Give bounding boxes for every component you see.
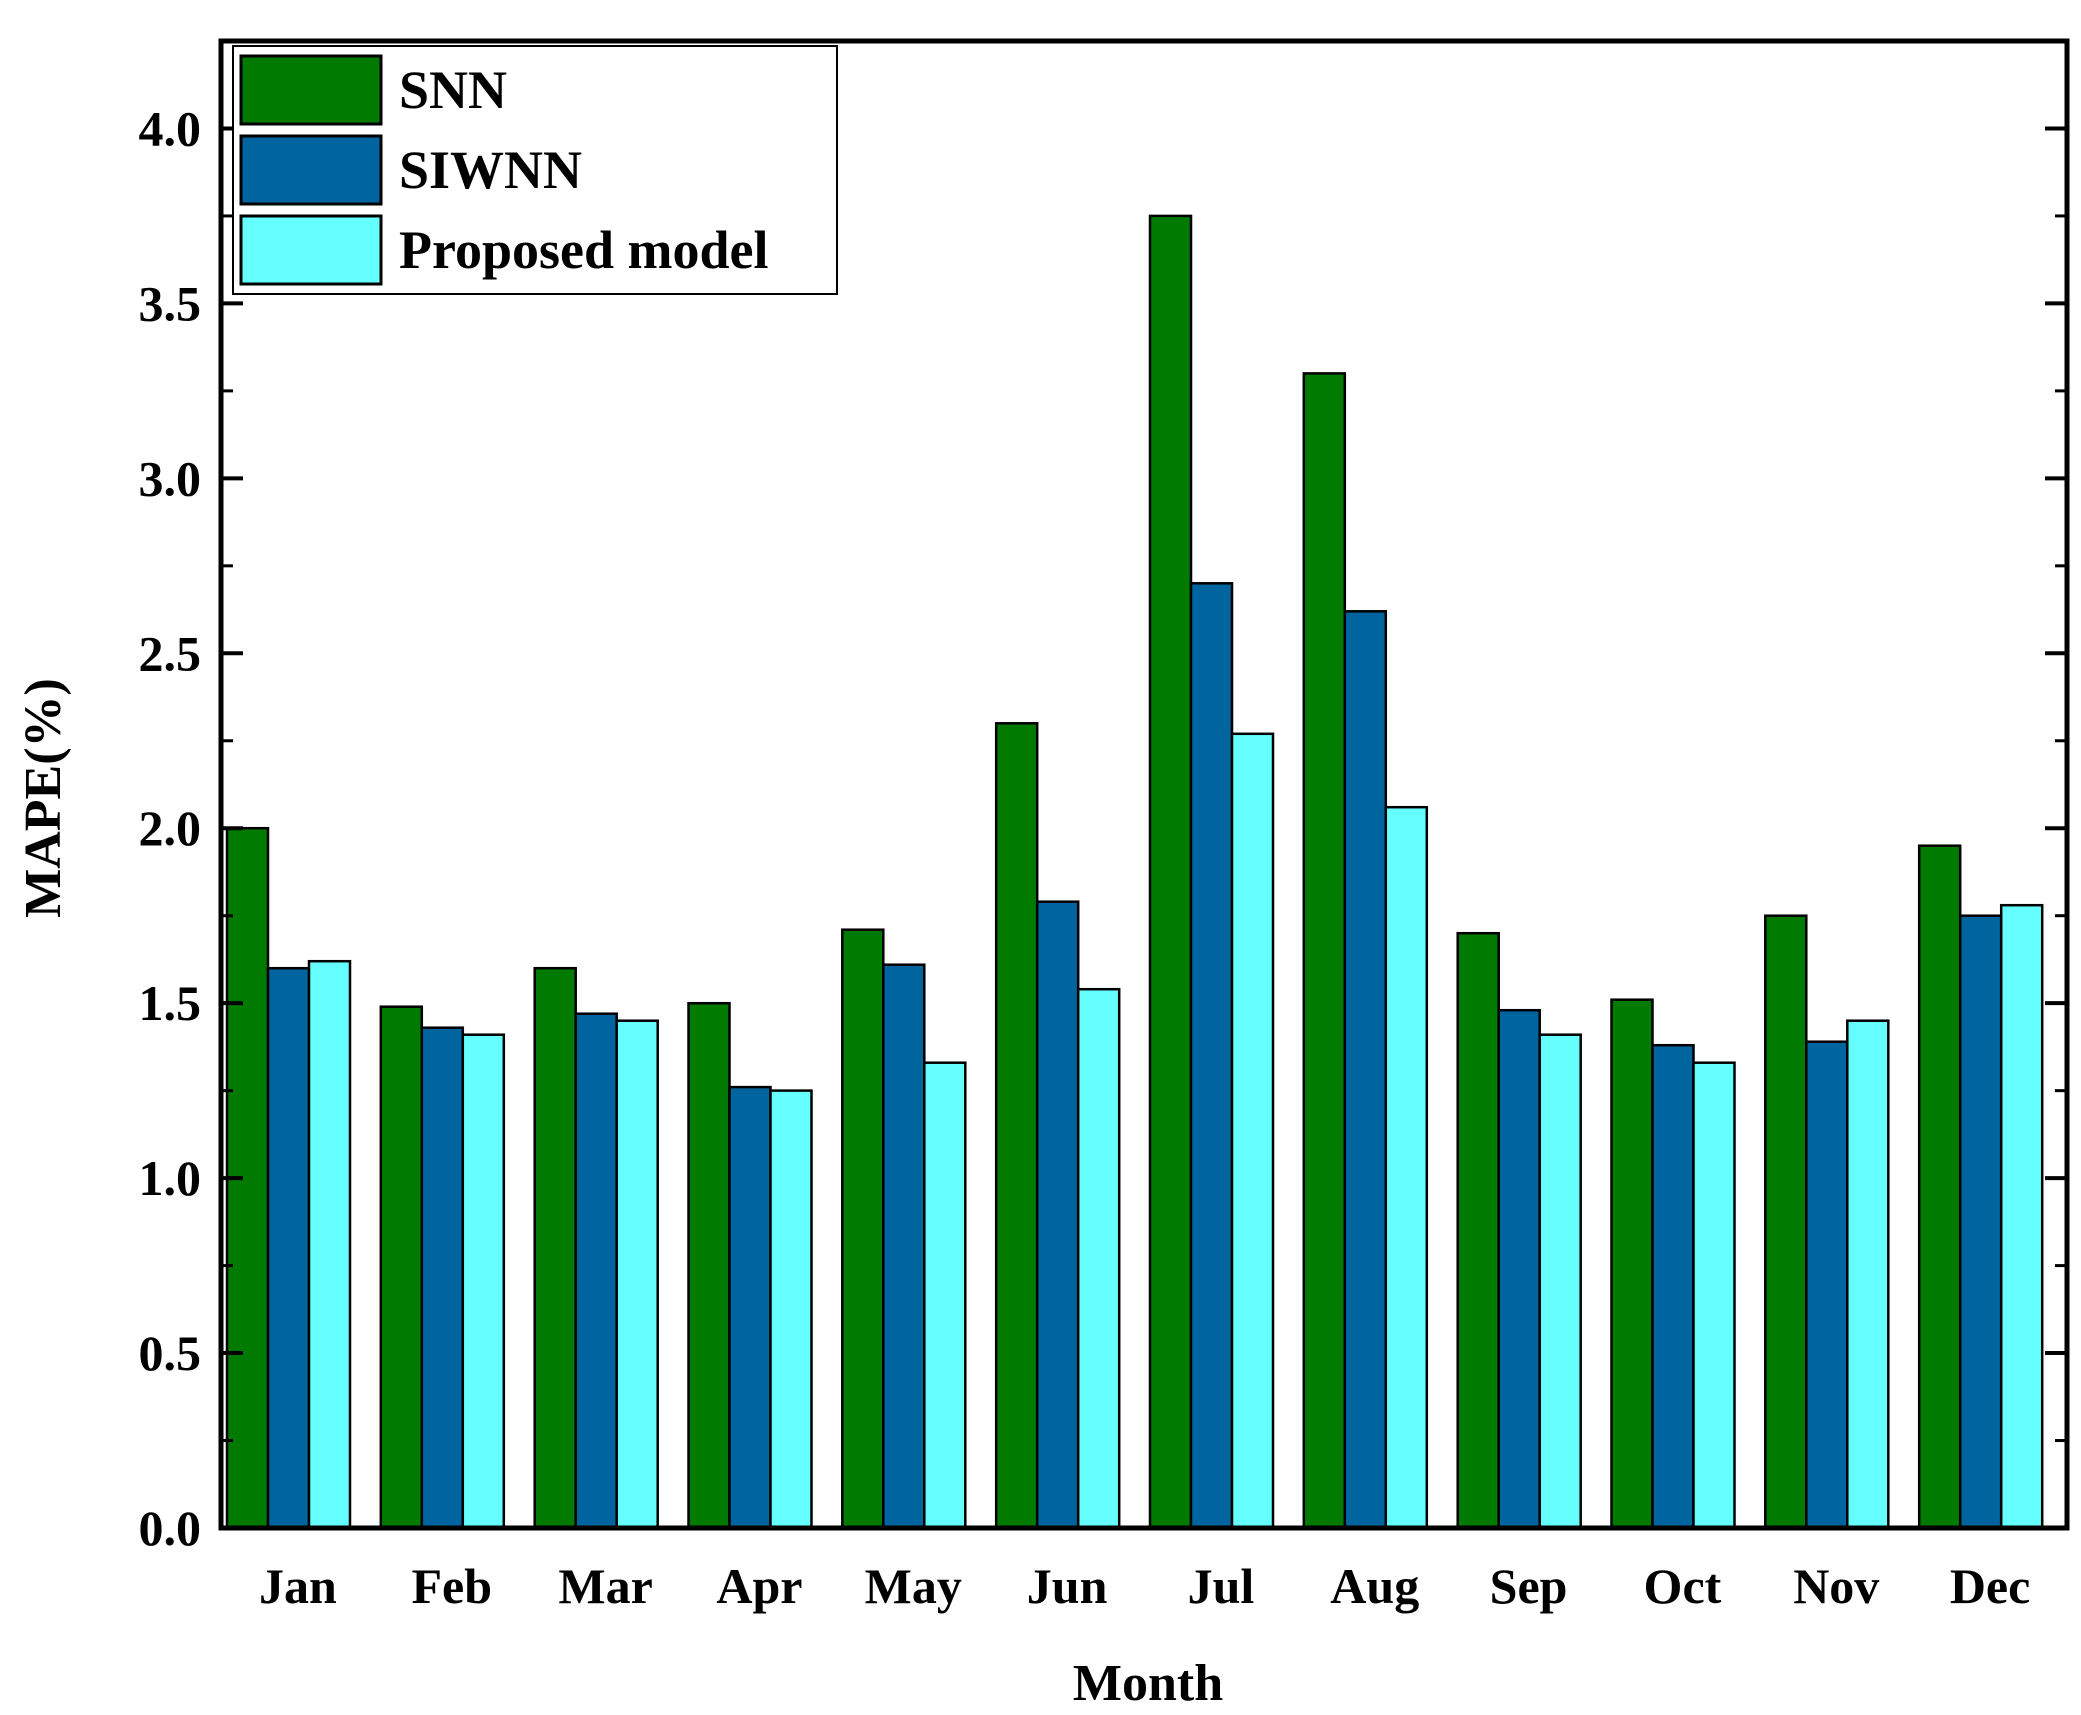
- x-tick-label-mar: Mar: [558, 1558, 652, 1614]
- x-axis: Jan Feb Mar Apr May Jun Jul Aug Sep Oct Nov Dec: [259, 1558, 2030, 1614]
- bar-proposed-model-oct: [1692, 1061, 1736, 1530]
- bar-proposed-model-dec: [1999, 903, 2044, 1530]
- bar-proposed-model-jul: [1230, 732, 1275, 1530]
- bar-snn-mar: [533, 966, 577, 1530]
- bar-proposed-model-apr: [769, 1089, 813, 1530]
- x-tick-label-nov: Nov: [1793, 1558, 1879, 1614]
- bar-proposed-model-mar: [615, 1019, 659, 1530]
- x-tick-label-jan: Jan: [259, 1558, 337, 1614]
- y-tick-label: 3.5: [139, 275, 202, 331]
- bar-siwnn-jan: [266, 966, 311, 1530]
- legend-label-snn: SNN: [399, 60, 507, 120]
- bar-proposed-model-aug: [1384, 805, 1429, 1530]
- y-tick-label: 4.0: [139, 100, 202, 156]
- bar-snn-aug: [1302, 372, 1347, 1530]
- x-tick-label-jun: Jun: [1027, 1558, 1108, 1614]
- x-tick-label-feb: Feb: [411, 1558, 492, 1614]
- legend-swatch-siwnn: [239, 134, 383, 206]
- legend: SNN SIWNN Proposed model: [232, 45, 838, 295]
- bars-layer: [225, 214, 2044, 1530]
- bar-siwnn-oct: [1651, 1043, 1695, 1530]
- bar-siwnn-jul: [1189, 582, 1234, 1530]
- y-tick-label: 2.0: [139, 800, 202, 856]
- bar-proposed-model-may: [923, 1061, 967, 1530]
- bar-proposed-model-nov: [1846, 1019, 1890, 1530]
- x-tick-label-may: May: [865, 1558, 962, 1614]
- bar-snn-dec: [1917, 844, 1962, 1530]
- bar-snn-nov: [1764, 914, 1808, 1530]
- bar-snn-jul: [1148, 214, 1193, 1530]
- bar-siwnn-dec: [1958, 914, 2003, 1530]
- bar-snn-apr: [687, 1001, 731, 1530]
- y-axis-title: MAPE(%): [15, 678, 72, 918]
- bar-siwnn-apr: [728, 1085, 772, 1530]
- x-tick-label-jul: Jul: [1188, 1558, 1255, 1614]
- bar-siwnn-aug: [1343, 610, 1388, 1530]
- bar-snn-sep: [1456, 931, 1500, 1530]
- bar-siwnn-may: [882, 963, 926, 1530]
- bar-snn-oct: [1610, 998, 1654, 1530]
- x-tick-label-aug: Aug: [1330, 1558, 1419, 1614]
- bar-siwnn-sep: [1497, 1008, 1541, 1530]
- x-tick-label-oct: Oct: [1644, 1558, 1722, 1614]
- x-axis-title: Month: [1073, 1655, 1223, 1712]
- x-tick-label-apr: Apr: [716, 1558, 802, 1614]
- plot-frame: [218, 38, 2070, 1531]
- y-tick-label: 1.5: [139, 975, 202, 1031]
- bar-proposed-model-jan: [307, 959, 352, 1530]
- bar-siwnn-feb: [420, 1026, 465, 1530]
- y-tick-label: 1.0: [139, 1150, 202, 1206]
- x-tick-label-sep: Sep: [1490, 1558, 1568, 1614]
- bar-proposed-model-jun: [1076, 987, 1121, 1530]
- y-tick-label: 2.5: [139, 625, 202, 681]
- y-tick-label: 0.5: [139, 1325, 202, 1381]
- bar-snn-may: [841, 928, 885, 1530]
- x-tick-label-dec: Dec: [1950, 1558, 2031, 1614]
- bar-siwnn-jun: [1035, 900, 1080, 1530]
- legend-swatch-proposed-model: [239, 214, 383, 286]
- legend-label-siwnn: SIWNN: [399, 140, 582, 200]
- bar-siwnn-nov: [1805, 1040, 1849, 1530]
- bar-snn-jun: [994, 722, 1039, 1530]
- y-axis: 0.0 0.5 1.0 1.5 2.0 2.5 3.0 3.5 4.0: [139, 100, 2067, 1556]
- y-tick-label: 0.0: [139, 1500, 202, 1556]
- legend-label-proposed-model: Proposed model: [399, 220, 769, 280]
- bar-siwnn-mar: [574, 1012, 618, 1530]
- legend-swatch-snn: [239, 54, 383, 126]
- y-tick-label: 3.0: [139, 450, 202, 506]
- bar-proposed-model-sep: [1538, 1033, 1582, 1530]
- bar-snn-feb: [379, 1005, 424, 1530]
- bar-proposed-model-feb: [461, 1033, 506, 1530]
